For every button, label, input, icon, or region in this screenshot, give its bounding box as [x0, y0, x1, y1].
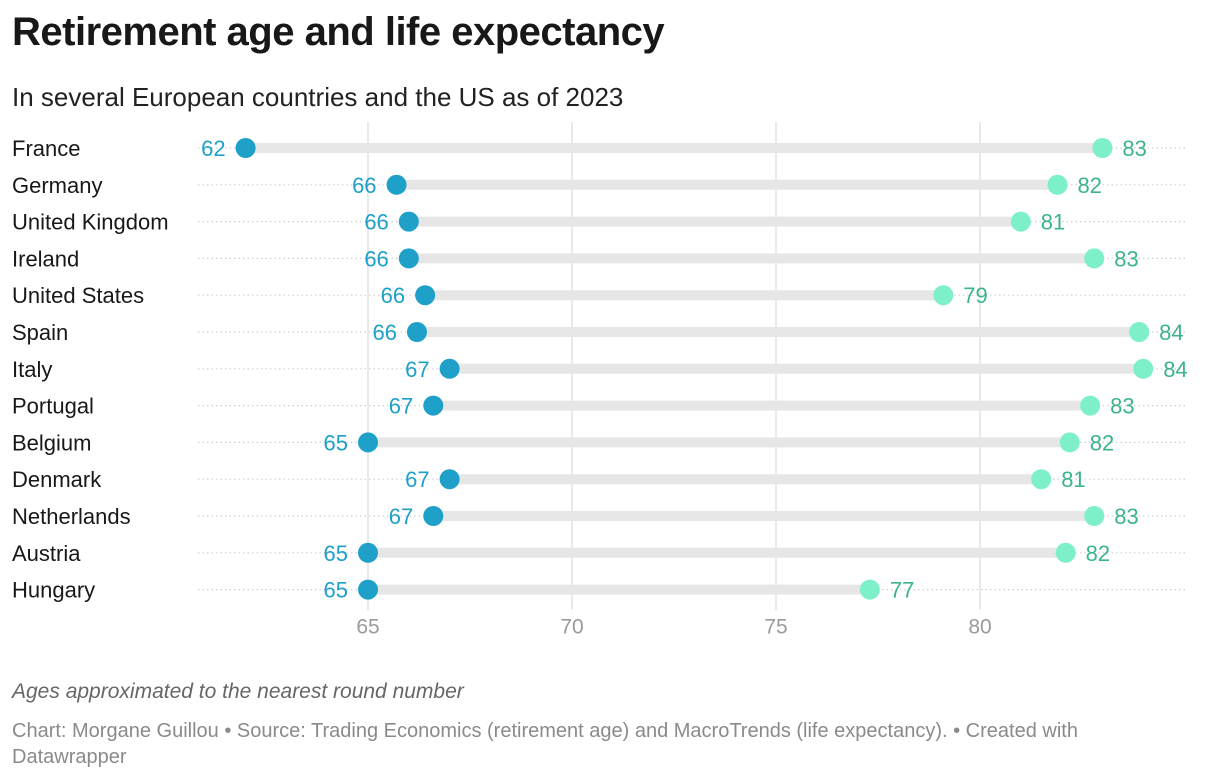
x-tick-label: 70: [560, 616, 583, 639]
life-expectancy-value-label: 77: [890, 578, 914, 603]
retirement-dot: [415, 285, 436, 306]
life-expectancy-dot: [1133, 358, 1154, 379]
life-expectancy-dot: [1084, 248, 1105, 269]
life-expectancy-value-label: 82: [1078, 173, 1102, 198]
category-label: United Kingdom: [12, 210, 169, 235]
retirement-value-label: 67: [405, 467, 429, 492]
x-axis: 65 70 75 80: [356, 616, 991, 639]
retirement-dot: [358, 579, 378, 600]
dot-range-chart: France 62 83 Germany 66 82 United Kingdom 66 81 I…: [12, 122, 1188, 639]
life-expectancy-value-label: 84: [1159, 320, 1183, 345]
country-row: Spain 66 84: [12, 320, 1188, 345]
category-label: Belgium: [12, 430, 91, 455]
retirement-dot: [358, 542, 378, 563]
life-expectancy-dot: [1129, 322, 1150, 342]
retirement-value-label: 66: [372, 320, 396, 345]
country-row: United States 66 79: [12, 283, 1188, 308]
retirement-dot: [386, 174, 407, 195]
retirement-dot: [358, 432, 378, 453]
life-expectancy-dot: [859, 579, 880, 600]
retirement-value-label: 67: [389, 394, 413, 419]
x-tick-label: 65: [356, 616, 379, 639]
retirement-value-label: 65: [324, 578, 348, 603]
x-tick-label: 75: [764, 616, 787, 639]
retirement-value-label: 65: [324, 541, 348, 566]
life-expectancy-value-label: 79: [963, 283, 987, 308]
retirement-dot: [406, 322, 427, 342]
country-row: Austria 65 82: [12, 541, 1188, 566]
retirement-value-label: 66: [364, 246, 388, 271]
country-row: Germany 66 82: [12, 173, 1188, 198]
retirement-dot: [439, 469, 460, 490]
retirement-value-label: 66: [381, 283, 405, 308]
life-expectancy-dot: [1055, 542, 1076, 563]
category-label: Portugal: [12, 394, 94, 419]
retirement-value-label: 67: [405, 357, 429, 382]
category-label: Ireland: [12, 246, 79, 271]
country-row: United Kingdom 66 81: [12, 210, 1188, 235]
country-row: Belgium 65 82: [12, 430, 1188, 455]
retirement-dot: [398, 211, 419, 232]
category-label: France: [12, 136, 80, 161]
life-expectancy-dot: [1010, 211, 1031, 232]
life-expectancy-dot: [1059, 432, 1080, 453]
retirement-dot: [423, 395, 444, 416]
country-row: Portugal 67 83: [12, 394, 1188, 419]
category-label: Italy: [12, 357, 52, 382]
life-expectancy-value-label: 83: [1114, 504, 1138, 529]
category-label: Hungary: [12, 578, 95, 603]
life-expectancy-value-label: 82: [1090, 430, 1114, 455]
retirement-value-label: 67: [389, 504, 413, 529]
category-label: Netherlands: [12, 504, 131, 529]
country-row: France 62 83: [12, 136, 1188, 161]
category-label: Denmark: [12, 467, 102, 492]
life-expectancy-dot: [1080, 395, 1101, 416]
chart-title: Retirement age and life expectancy: [12, 10, 665, 54]
retirement-dot: [235, 138, 256, 158]
life-expectancy-dot: [1092, 138, 1113, 158]
row-layer: France 62 83 Germany 66 82 United Kingdom 66 81 I…: [12, 136, 1188, 603]
life-expectancy-value-label: 82: [1086, 541, 1110, 566]
x-tick-label: 80: [968, 616, 991, 639]
life-expectancy-dot: [1031, 469, 1052, 490]
retirement-dot: [398, 248, 419, 269]
retirement-value-label: 62: [201, 136, 225, 161]
life-expectancy-dot: [1047, 174, 1068, 195]
category-label: Spain: [12, 320, 68, 345]
life-expectancy-value-label: 81: [1041, 210, 1065, 235]
life-expectancy-dot: [933, 285, 954, 306]
category-label: Germany: [12, 173, 102, 198]
category-label: United States: [12, 283, 144, 308]
category-label: Austria: [12, 541, 81, 566]
chart-note: Ages approximated to the nearest round n…: [12, 680, 464, 703]
retirement-value-label: 66: [364, 210, 388, 235]
retirement-value-label: 66: [352, 173, 376, 198]
life-expectancy-value-label: 81: [1061, 467, 1085, 492]
life-expectancy-value-label: 83: [1122, 136, 1146, 161]
retirement-dot: [423, 506, 444, 526]
chart-source: Chart: Morgane Guillou • Source: Trading…: [12, 720, 1078, 768]
life-expectancy-value-label: 83: [1110, 394, 1134, 419]
life-expectancy-dot: [1084, 506, 1105, 526]
chart-subtitle: In several European countries and the US…: [12, 82, 624, 112]
country-row: Denmark 67 81: [12, 467, 1188, 492]
life-expectancy-value-label: 84: [1163, 357, 1187, 382]
country-row: Italy 67 84: [12, 357, 1188, 382]
retirement-dot: [439, 358, 460, 379]
country-row: Ireland 66 83: [12, 246, 1188, 271]
country-row: Hungary 65 77: [12, 578, 1188, 603]
life-expectancy-value-label: 83: [1114, 246, 1138, 271]
retirement-value-label: 65: [324, 430, 348, 455]
country-row: Netherlands 67 83: [12, 504, 1188, 529]
